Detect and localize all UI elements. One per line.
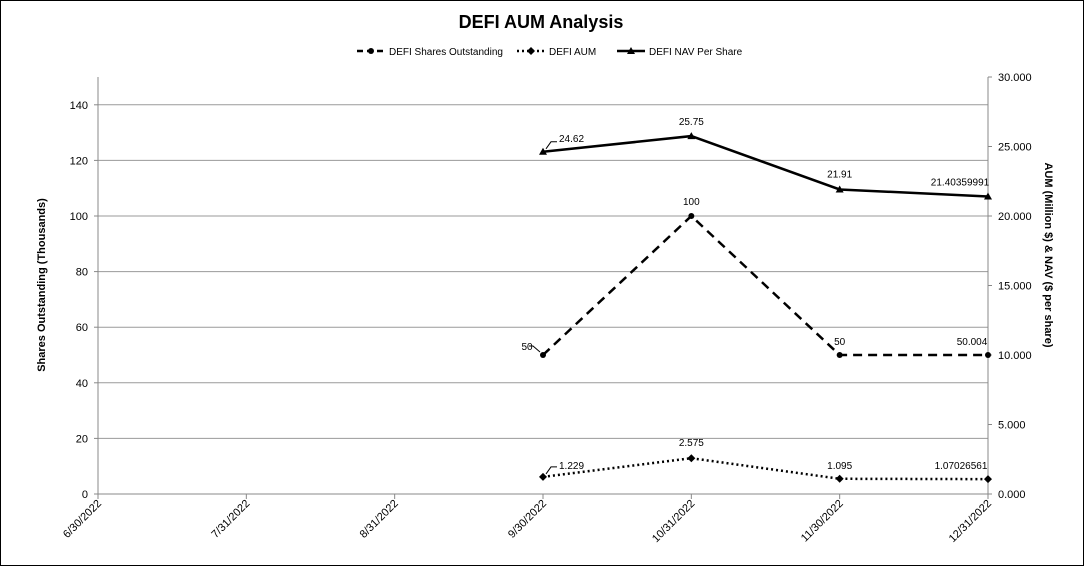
y-left-tick-label: 120 <box>70 155 88 167</box>
data-point-marker <box>835 474 844 483</box>
data-label: 1.095 <box>827 461 852 472</box>
y-right-tick-label: 5.000 <box>998 420 1026 432</box>
data-label: 50 <box>834 337 846 348</box>
data-point-marker <box>836 352 843 358</box>
data-point-marker <box>984 475 992 484</box>
chart-title: DEFI AUM Analysis <box>459 12 624 32</box>
data-label: 24.62 <box>559 134 584 145</box>
data-label: 2.575 <box>679 438 704 449</box>
x-tick-label: 7/31/2022 <box>209 498 252 541</box>
data-label: 50.004 <box>957 337 988 348</box>
y-left-tick-label: 140 <box>70 100 88 112</box>
legend-label: DEFI NAV Per Share <box>649 47 743 58</box>
label-leader-line <box>529 345 541 353</box>
y-left-tick-label: 60 <box>76 322 88 334</box>
data-label: 1.07026561 <box>935 461 988 472</box>
y-left-tick-label: 0 <box>82 489 88 501</box>
y-right-tick-label: 10.000 <box>998 350 1032 362</box>
data-label: 1.229 <box>559 461 584 472</box>
data-point-marker <box>688 213 695 219</box>
data-point-marker <box>539 147 547 155</box>
series-layer <box>539 132 992 484</box>
gridlines <box>98 104 988 439</box>
x-tick-label: 10/31/2022 <box>650 498 697 545</box>
data-label: 21.91 <box>827 169 852 180</box>
series-line-defi-shares-outstanding <box>542 214 989 357</box>
legend: DEFI Shares Outstanding DEFI AUM DEFI NAV … <box>357 47 743 58</box>
legend-label: DEFI AUM <box>549 47 596 58</box>
series-line-defi-nav-per-share <box>542 134 989 198</box>
legend-marker <box>627 47 635 54</box>
y-left-tick-label: 80 <box>76 267 88 279</box>
y-right-tick-label: 30.000 <box>998 72 1032 84</box>
y-axis-left-title: Shares Outstanding (Thousands) <box>36 198 48 372</box>
x-tick-label: 6/30/2022 <box>61 498 104 541</box>
y-left-tick-label: 20 <box>76 433 88 445</box>
data-point-marker <box>985 351 991 358</box>
y-right-tick-label: 0.000 <box>998 489 1026 501</box>
data-point-marker <box>687 132 696 140</box>
data-point-marker <box>835 185 844 193</box>
x-tick-label: 8/31/2022 <box>358 498 401 541</box>
legend-marker <box>368 48 374 54</box>
data-point-marker <box>539 472 547 481</box>
x-tick-label: 9/30/2022 <box>506 498 549 541</box>
legend-marker <box>527 47 535 55</box>
y-axis-right-title: AUM (Million $) & NAV ($ per share) <box>1042 163 1054 348</box>
y-left-tick-label: 100 <box>70 211 88 223</box>
data-labels: 50 100 50 50.004 1.229 2.575 1.095 1.07026561 24… <box>521 117 990 475</box>
data-label: 21.40359991 <box>931 177 990 188</box>
legend-label: DEFI Shares Outstanding <box>389 47 503 58</box>
data-point-marker <box>984 192 992 200</box>
y-right-tick-label: 20.000 <box>998 211 1032 223</box>
label-leader-line <box>545 141 557 150</box>
y-right-tick-label: 15.000 <box>998 281 1032 293</box>
series-line-defi-aum <box>542 456 989 481</box>
data-point-marker <box>687 454 696 463</box>
y-right-tick-label: 25.000 <box>998 142 1032 154</box>
data-label: 25.75 <box>679 117 704 128</box>
data-label: 100 <box>683 197 700 208</box>
x-tick-label: 11/30/2022 <box>799 498 846 545</box>
label-leader-line <box>545 466 557 475</box>
y-left-tick-label: 40 <box>76 378 88 390</box>
data-point-marker <box>540 352 546 358</box>
data-label: 50 <box>521 342 533 353</box>
x-tick-label: 12/31/2022 <box>947 498 994 545</box>
